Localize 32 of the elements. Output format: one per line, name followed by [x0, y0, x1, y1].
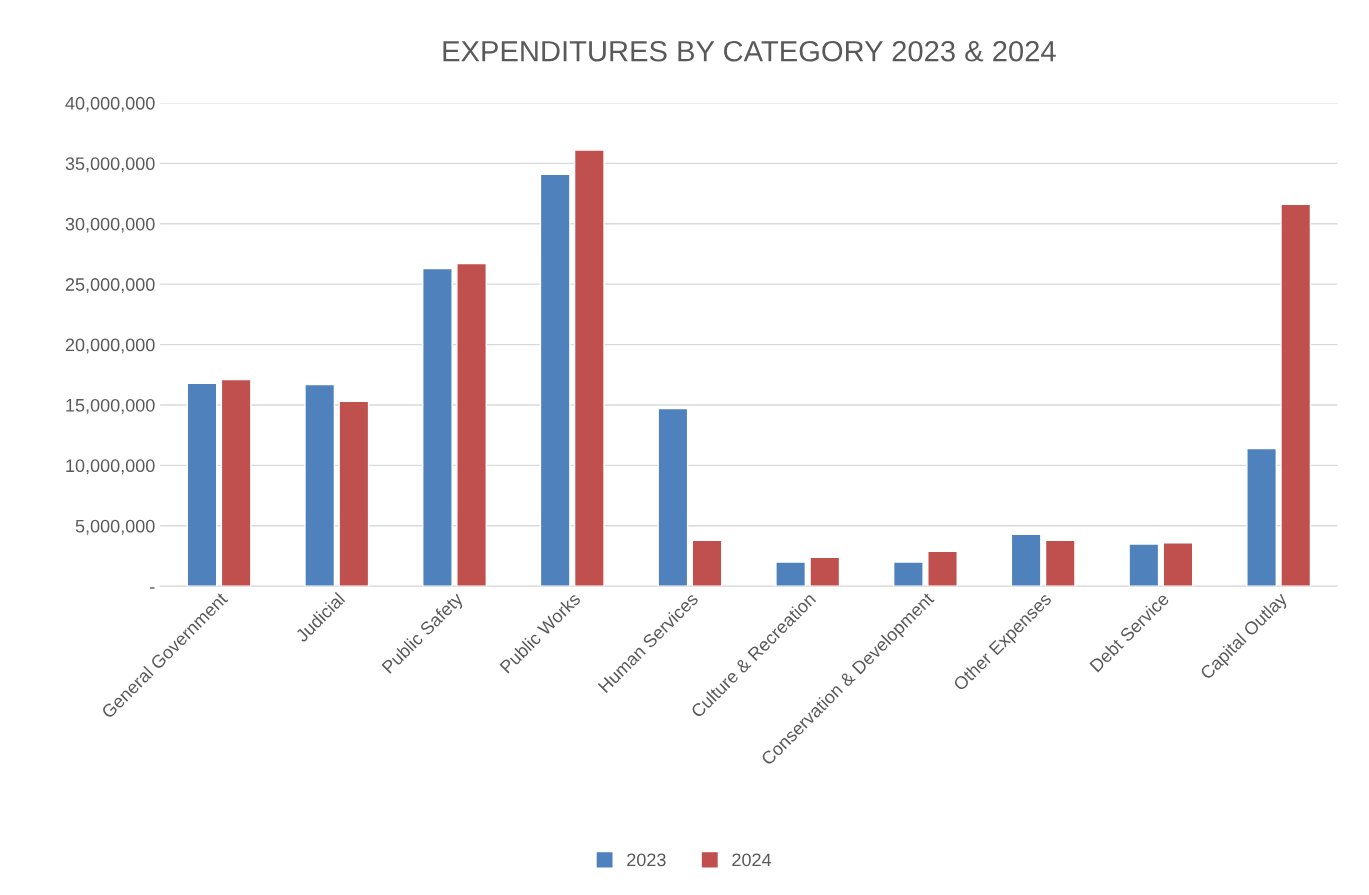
bar — [1010, 533, 1042, 587]
bar — [809, 556, 841, 587]
bar — [927, 550, 958, 587]
y-tick-label: - — [150, 587, 155, 589]
y-tick-label: 15,000,000 — [66, 398, 155, 414]
y-tick-label: 25,000,000 — [65, 278, 155, 294]
bar — [775, 561, 807, 587]
bar — [1246, 447, 1277, 587]
bar — [422, 267, 453, 587]
bar — [539, 173, 571, 587]
bar — [456, 262, 487, 587]
chart-title: EXPENDITURES BY CATEGORY 2023 & 2024 — [443, 40, 1056, 62]
bar — [1162, 542, 1194, 587]
bar — [892, 561, 924, 587]
y-tick-label: 40,000,000 — [65, 96, 155, 112]
bar — [573, 149, 605, 587]
bar — [1280, 203, 1312, 587]
y-tick-label: 35,000,000 — [65, 157, 155, 173]
bar — [1128, 543, 1160, 587]
y-tick-label: 5,000,000 — [75, 519, 155, 535]
y-tick-label: 10,000,000 — [66, 459, 155, 475]
legend-label: 2024 — [732, 853, 772, 867]
bar — [220, 378, 252, 587]
bar — [338, 400, 370, 587]
bar — [691, 539, 723, 587]
bar — [304, 383, 336, 587]
y-tick-label: 20,000,000 — [65, 338, 155, 354]
bar — [186, 382, 218, 587]
legend-label: 2023 — [627, 853, 666, 867]
bar — [657, 407, 689, 587]
y-tick-label: 30,000,000 — [65, 217, 155, 233]
bar — [1044, 539, 1076, 587]
